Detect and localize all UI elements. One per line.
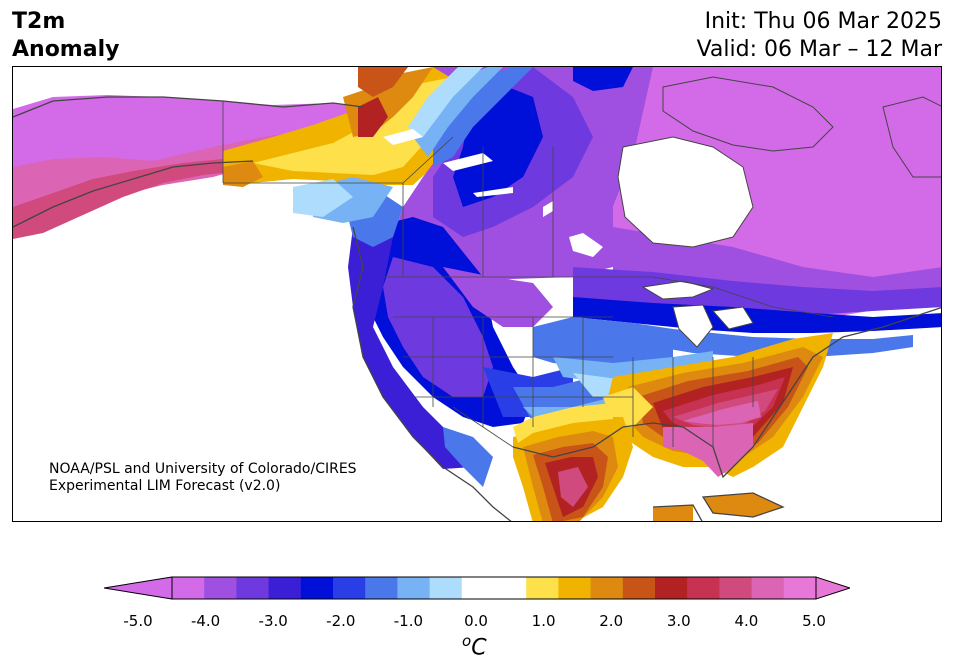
credit-line-2: Experimental LIM Forecast (v2.0) (49, 478, 281, 494)
colorbar-bin (622, 577, 656, 599)
colorbar-bin (172, 577, 205, 599)
colorbar-bin (333, 577, 366, 599)
map-canvas (13, 67, 941, 521)
colorbar-tick-label: 2.0 (599, 612, 624, 630)
colorbar-bin (429, 577, 463, 599)
coastlines (13, 96, 941, 521)
political-boundaries (222, 101, 834, 448)
colorbar-bins (172, 577, 817, 599)
colorbar-tick-label: -4.0 (190, 612, 221, 630)
colorbar-bin (558, 577, 592, 599)
colorbar-tick-label: -3.0 (258, 612, 288, 630)
colorbar-tick-label: 0.0 (464, 612, 488, 630)
map-title: T2m Anomaly (12, 8, 119, 64)
colorbar-bin (719, 577, 753, 599)
anomaly-map (12, 66, 942, 522)
valid-range: Valid: 06 Mar – 12 Mar (696, 37, 942, 62)
colorbar-bin (655, 577, 688, 599)
colorbar-unit: oC (462, 632, 487, 660)
colorbar-tick-label: 3.0 (666, 612, 691, 630)
colorbar-bin (461, 577, 495, 599)
region-plains-transition (533, 317, 673, 367)
colorbar-tick-label: -2.0 (326, 612, 356, 630)
credit-text: NOAA/PSL and University of Colorado/CIRE… (49, 461, 357, 495)
colorbar-bin (365, 577, 398, 599)
colorbar-bin (268, 577, 302, 599)
colorbar (104, 576, 850, 600)
colorbar-extend-low (104, 576, 173, 600)
colorbar-bin (687, 577, 720, 599)
unit-base: C (471, 635, 487, 661)
colorbar-bin (236, 577, 270, 599)
colorbar-tick-label: -1.0 (393, 612, 424, 630)
colorbar-bin (204, 577, 237, 599)
colorbar-bin (590, 577, 624, 599)
forecast-dates: Init: Thu 06 Mar 2025 Valid: 06 Mar – 12… (697, 8, 942, 64)
credit-line-1: NOAA/PSL and University of Colorado/CIRE… (49, 461, 357, 477)
colorbar-bin (783, 577, 817, 599)
colorbar-bin (397, 577, 431, 599)
colorbar-tick-label: 4.0 (734, 612, 759, 630)
colorbar-bin (300, 577, 334, 599)
colorbar-bin (526, 577, 559, 599)
colorbar-bin (494, 577, 527, 599)
colorbar-extend-high (815, 576, 850, 600)
title-subtitle: Anomaly (12, 37, 120, 62)
unit-degree: o (462, 632, 472, 650)
colorbar-tick-label: 1.0 (531, 612, 556, 630)
colorbar-tick-label: -5.0 (123, 612, 153, 630)
title-variable: T2m (12, 9, 66, 34)
colorbar-tick-label: 5.0 (802, 612, 826, 630)
colorbar-bin (751, 577, 785, 599)
init-date: Init: Thu 06 Mar 2025 (704, 9, 942, 34)
